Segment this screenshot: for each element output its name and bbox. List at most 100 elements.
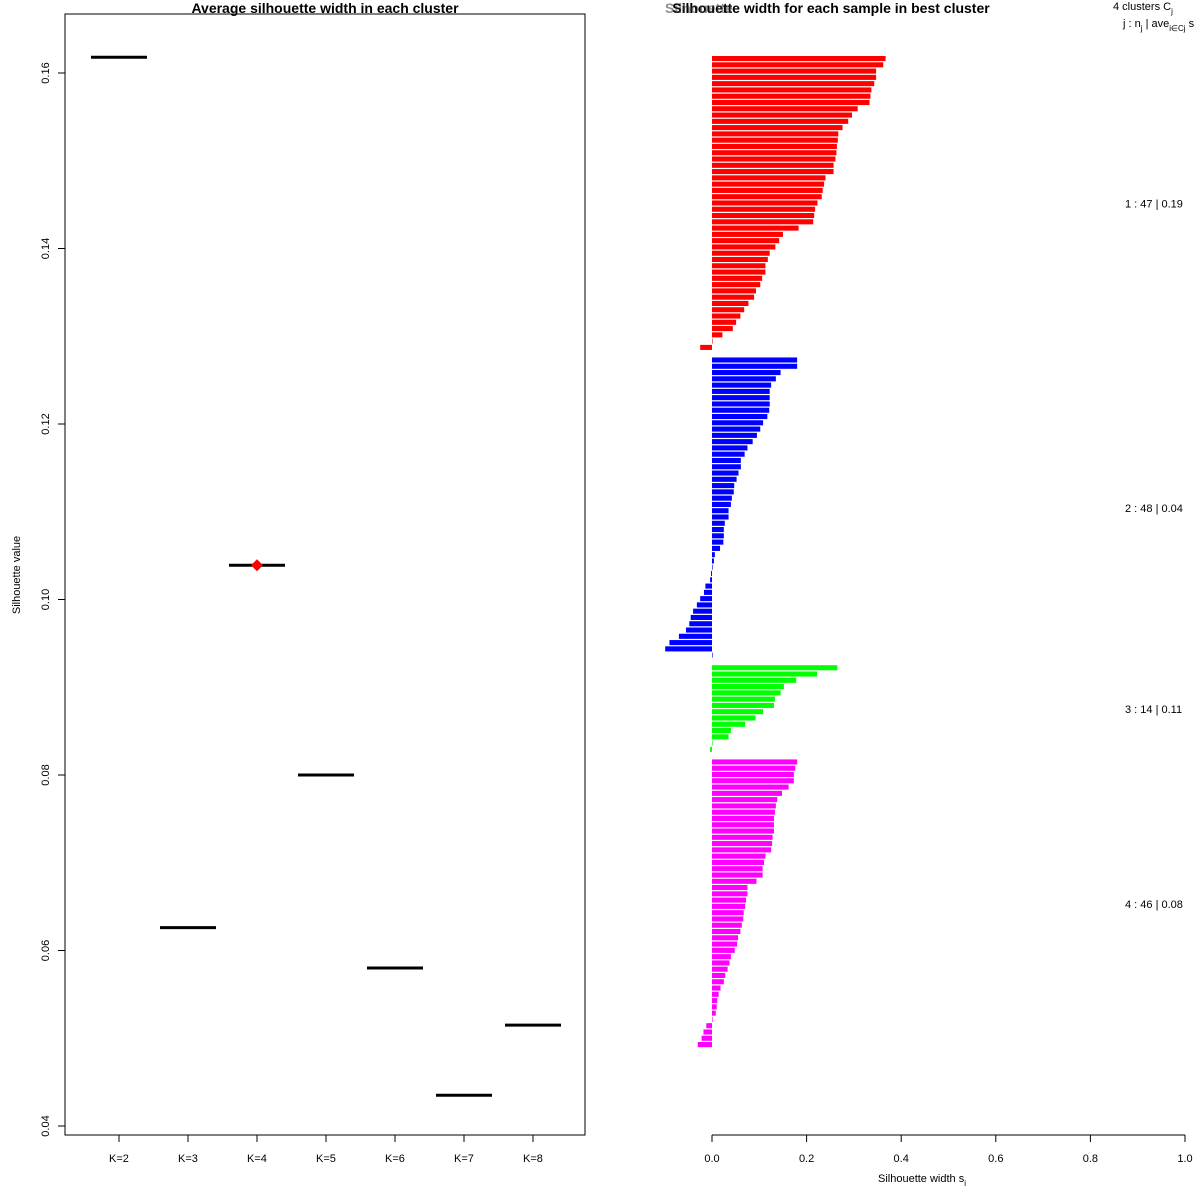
- silhouette-bar-cluster-3: [710, 746, 712, 752]
- silhouette-bar-cluster-2: [678, 633, 712, 639]
- silhouette-bar-cluster-3: [712, 702, 774, 708]
- silhouette-bar-cluster-4: [712, 859, 765, 865]
- silhouette-bar-cluster-2: [712, 426, 761, 432]
- silhouette-bar-cluster-4: [712, 828, 774, 834]
- silhouette-bar-cluster-1: [712, 256, 768, 263]
- silhouette-bar-cluster-2: [693, 608, 712, 614]
- silhouette-bar-cluster-2: [712, 388, 770, 394]
- silhouette-bar-cluster-2: [712, 483, 735, 489]
- silhouette-bar-cluster-4: [712, 765, 796, 771]
- silhouette-bar-cluster-4: [712, 815, 774, 822]
- right-x-tick-label: 0.8: [1083, 1153, 1098, 1165]
- cluster-summary-label: 3 : 14 | 0.11: [1125, 704, 1182, 716]
- silhouette-bar-cluster-4: [712, 947, 735, 953]
- silhouette-bar-cluster-2: [712, 439, 753, 445]
- silhouette-bar-cluster-1: [712, 68, 877, 74]
- silhouette-bar-cluster-1: [712, 307, 745, 313]
- silhouette-bar-cluster-3: [712, 709, 764, 715]
- silhouette-bar-cluster-4: [712, 790, 783, 796]
- silhouette-bar-cluster-3: [712, 690, 781, 696]
- silhouette-bar-cluster-4: [701, 1035, 712, 1041]
- silhouette-bar-cluster-2: [665, 646, 712, 652]
- left-x-tick-label: K=2: [109, 1153, 129, 1165]
- silhouette-bar-cluster-2: [712, 445, 748, 451]
- silhouette-bar-cluster-3: [712, 677, 797, 683]
- silhouette-bar-cluster-4: [712, 834, 773, 840]
- silhouette-bar-cluster-2: [712, 520, 725, 526]
- silhouette-bar-cluster-4: [712, 878, 757, 884]
- right-x-tick-label: 1.0: [1177, 1153, 1192, 1165]
- left-x-tick-label: K=7: [454, 1153, 474, 1165]
- silhouette-bar-cluster-1: [712, 187, 823, 193]
- silhouette-bar-cluster-1: [712, 175, 826, 181]
- left-y-axis: 0.04 0.06 0.08 0.10 0.12 0.14 0.16: [40, 62, 66, 1137]
- silhouette-bar-cluster-1: [712, 231, 783, 237]
- silhouette-bar-cluster-2: [712, 376, 776, 382]
- silhouette-bar-cluster-2: [712, 545, 721, 551]
- legend-header-line-1: 4 clusters Cj: [1113, 1, 1173, 16]
- left-x-tick-label: K=6: [385, 1153, 405, 1165]
- silhouette-bar-cluster-1: [712, 206, 816, 212]
- silhouette-bar-cluster-3: [712, 665, 838, 671]
- silhouette-bar-cluster-4: [712, 998, 718, 1004]
- silhouette-bar-cluster-1: [712, 288, 756, 294]
- silhouette-bar-cluster-2: [685, 627, 712, 633]
- silhouette-bar-cluster-2: [712, 533, 724, 539]
- silhouette-bar-cluster-4: [712, 954, 731, 960]
- silhouette-bar-cluster-4: [712, 903, 746, 909]
- silhouette-bar-cluster-4: [712, 778, 794, 784]
- silhouette-bar-cluster-3: [712, 696, 775, 702]
- silhouette-bar-cluster-2: [712, 539, 724, 545]
- silhouette-bar-cluster-4: [712, 872, 763, 878]
- silhouette-bar-cluster-2: [712, 552, 715, 558]
- silhouette-bar-cluster-4: [712, 809, 775, 815]
- silhouette-bar-cluster-4: [712, 972, 726, 979]
- silhouette-bar-cluster-1: [712, 219, 814, 225]
- silhouette-bar-cluster-2: [712, 527, 724, 533]
- left-y-tick-label: 0.08: [40, 764, 52, 785]
- silhouette-bar-cluster-4: [712, 847, 772, 853]
- silhouette-bar-cluster-4: [712, 771, 794, 778]
- silhouette-bar-cluster-1: [712, 137, 838, 143]
- silhouette-bar-cluster-4: [712, 960, 730, 966]
- silhouette-bar-cluster-2: [712, 508, 729, 514]
- silhouette-bar-cluster-1: [712, 143, 837, 149]
- silhouette-bar-cluster-1: [712, 332, 723, 338]
- right-x-tick-label: 0.6: [988, 1153, 1003, 1165]
- legend-header-line-2: j : nj | avei∈Cj s: [1122, 18, 1195, 33]
- silhouette-bar-cluster-1: [712, 338, 713, 344]
- silhouette-bar-cluster-1: [712, 213, 815, 219]
- right-x-axis-label: Silhouette width si: [878, 1173, 966, 1188]
- silhouette-bar-cluster-2: [712, 401, 770, 407]
- silhouette-bar-cluster-2: [712, 564, 713, 570]
- silhouette-bar-cluster-3: [712, 721, 746, 727]
- silhouette-bar-cluster-2: [712, 382, 772, 388]
- left-x-tick-label: K=5: [316, 1153, 336, 1165]
- silhouette-bar-cluster-4: [712, 803, 776, 809]
- silhouette-bar-cluster-4: [712, 897, 747, 903]
- silhouette-bar-cluster-4: [712, 941, 738, 947]
- silhouette-bar-cluster-2: [712, 413, 768, 420]
- silhouette-bar-cluster-2: [712, 470, 739, 476]
- best-k-marker: [251, 559, 263, 572]
- silhouette-bar-cluster-1: [712, 326, 733, 332]
- silhouette-bar-cluster-2: [710, 577, 712, 583]
- right-chart-title: Silhouette width for each sample in best…: [672, 0, 990, 16]
- silhouette-bar-cluster-1: [712, 300, 749, 306]
- silhouette-bar-cluster-2: [711, 570, 712, 577]
- left-plot-frame: [64, 13, 586, 1136]
- left-chart-title: Average silhouette width in each cluster: [191, 0, 459, 16]
- silhouette-bar-cluster-1: [712, 56, 886, 62]
- silhouette-bar-cluster-4: [712, 979, 724, 985]
- right-bars: [665, 56, 886, 1048]
- right-x-tick-label: 0.2: [799, 1153, 814, 1165]
- silhouette-bar-cluster-4: [712, 866, 763, 872]
- silhouette-bar-cluster-2: [712, 558, 714, 564]
- silhouette-bar-cluster-2: [712, 432, 757, 438]
- silhouette-bar-cluster-4: [712, 841, 773, 847]
- silhouette-bar-cluster-1: [712, 282, 761, 288]
- silhouette-bar-cluster-2: [712, 363, 798, 369]
- right-x-tick-label: 0.4: [894, 1153, 909, 1165]
- silhouette-bar-cluster-3: [712, 684, 784, 690]
